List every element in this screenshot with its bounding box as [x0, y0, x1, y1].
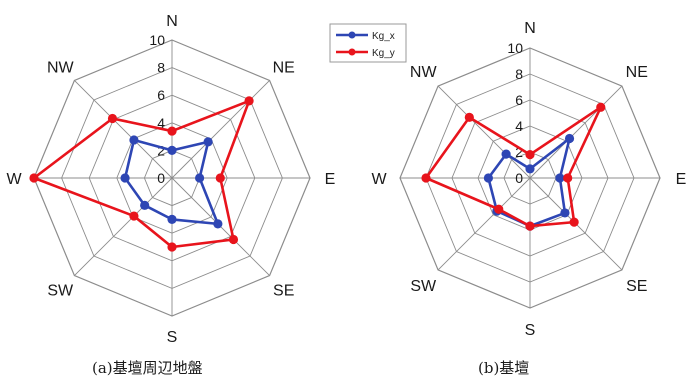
legend-box: [329, 23, 407, 63]
direction-label-sw: SW: [410, 278, 437, 295]
direction-label-n: N: [166, 13, 178, 30]
grid-spoke: [437, 85, 531, 179]
data-point-kgx: [555, 173, 565, 183]
data-point-kgy: [525, 150, 535, 160]
direction-label-n: N: [524, 20, 536, 37]
data-point-kgx: [195, 173, 205, 183]
caption-b: (b)基壇: [478, 359, 530, 377]
data-point-kgy: [167, 126, 177, 136]
direction-label-sw: SW: [47, 283, 74, 300]
data-point-kgx: [140, 200, 150, 210]
legend-label-kgx: Kg_x: [372, 31, 395, 42]
data-point-kgx: [167, 145, 177, 155]
data-point-kgx: [167, 214, 177, 224]
data-point-kgx: [129, 135, 139, 145]
data-point-kgx: [525, 164, 535, 174]
direction-label-nw: NW: [47, 59, 75, 76]
data-point-kgx: [120, 173, 130, 183]
data-point-kgx: [501, 149, 511, 159]
direction-label-s: S: [167, 329, 178, 346]
data-point-kgx: [213, 219, 223, 229]
r-tick-label: 10: [149, 32, 165, 48]
r-tick-label: 4: [157, 115, 165, 131]
direction-label-nw: NW: [410, 64, 438, 81]
r-tick-label: 8: [157, 60, 165, 76]
grid-spoke: [171, 80, 270, 179]
grid-spoke: [529, 85, 623, 179]
data-point-kgy: [569, 217, 579, 227]
direction-label-ne: NE: [626, 64, 648, 81]
data-point-kgy: [107, 113, 118, 124]
data-point-kgy: [244, 96, 254, 106]
data-point-kgy: [167, 242, 177, 252]
data-point-kgy: [215, 173, 225, 183]
radar-chart-a: 0 2 4 6 8 10N NE E SE S SW W NW: [6, 13, 335, 346]
data-point-kgy: [596, 102, 606, 112]
caption-a: (a)基壇周辺地盤: [92, 359, 203, 377]
direction-label-se: SE: [626, 278, 647, 295]
data-point-kgy: [29, 173, 39, 183]
data-point-kgy: [464, 112, 474, 122]
grid-spoke: [74, 177, 173, 276]
series-line-kgy: [424, 105, 603, 228]
data-point-kgy: [129, 211, 139, 221]
r-tick-label: 0: [157, 170, 165, 186]
direction-label-w: W: [371, 171, 387, 188]
data-point-kgx: [564, 133, 575, 144]
data-point-kgy: [525, 221, 535, 231]
direction-label-e: E: [676, 171, 686, 188]
r-tick-label: 4: [515, 118, 523, 134]
r-tick-label: 6: [157, 87, 165, 103]
legend-marker-kgy: [348, 48, 356, 56]
radar-chart-b: 0 2 4 6 8 10N NE E SE S SW W NW: [371, 20, 686, 339]
direction-label-e: E: [325, 171, 336, 188]
legend-marker-kgx: [348, 31, 356, 39]
r-tick-label: 10: [507, 40, 523, 56]
grid-spoke: [74, 80, 173, 179]
legend-label-kgy: Kg_y: [372, 48, 395, 59]
legend: Kg_x Kg_y: [329, 23, 407, 63]
data-point-kgy: [228, 234, 239, 245]
direction-label-ne: NE: [273, 59, 295, 76]
direction-label-s: S: [525, 322, 536, 339]
r-tick-label: 2: [157, 142, 165, 158]
data-point-kgy: [421, 173, 431, 183]
data-point-kgy: [494, 204, 504, 214]
r-tick-label: 0: [515, 170, 523, 186]
direction-label-w: W: [6, 171, 22, 188]
grid-spoke: [437, 177, 531, 271]
r-tick-label: 8: [515, 66, 523, 82]
data-point-kgx: [203, 137, 213, 147]
r-tick-label: 6: [515, 92, 523, 108]
r-tick-label: 2: [515, 144, 523, 160]
data-point-kgx: [483, 173, 493, 183]
data-point-kgy: [563, 173, 573, 183]
direction-label-se: SE: [273, 283, 294, 300]
data-point-kgx: [560, 208, 570, 218]
